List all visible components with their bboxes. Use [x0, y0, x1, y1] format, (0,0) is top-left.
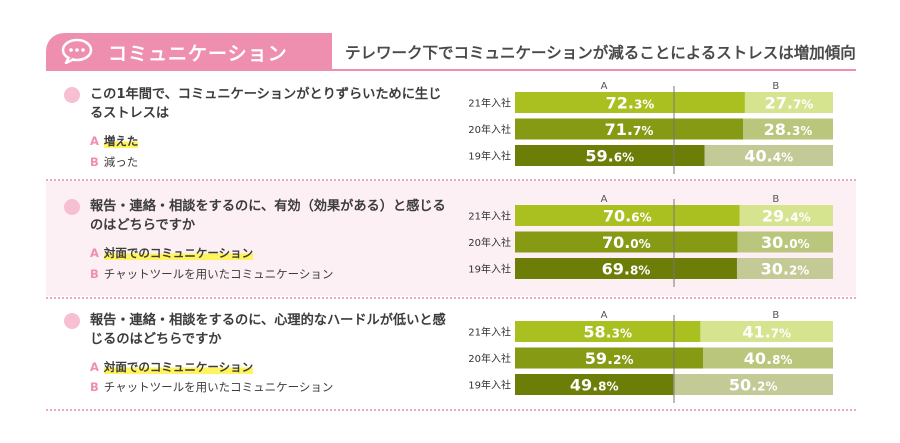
option-letter: B	[90, 155, 99, 169]
data-label-a: 69.8%	[602, 260, 651, 279]
question-bullet-icon	[64, 87, 80, 103]
chat-bubble-icon	[61, 38, 93, 64]
option-letter: A	[90, 134, 99, 148]
option-letter: A	[90, 246, 99, 260]
bar-segment-b	[743, 118, 833, 140]
bar-segment-b	[739, 205, 833, 226]
stacked-bar-chart-svg: A B 21年入社 72.3% 27.7% 20年入社 71.7% 28.3% 19年入社 59.…	[468, 81, 833, 174]
data-label-b: 27.7%	[765, 94, 814, 113]
bar-segment-a	[515, 258, 737, 279]
bar-segment-a	[515, 145, 705, 166]
category-label: 20年入社	[468, 123, 511, 136]
option-b: B 減った	[90, 154, 138, 170]
option-text: チャットツールを用いたコミュニケーション	[103, 267, 334, 281]
category-label: 19年入社	[468, 150, 511, 163]
bar-segment-b	[673, 374, 833, 395]
bar-segment-a	[515, 321, 701, 342]
option-b: B チャットツールを用いたコミュニケーション	[90, 379, 333, 395]
series-label-b: B	[772, 81, 779, 92]
option-letter: B	[90, 267, 99, 281]
section-divider	[46, 409, 856, 411]
chart-3: A B 21年入社 58.3% 41.7% 20年入社 59.2% 40.8% 19年入社 49.…	[440, 307, 840, 407]
data-label-a: 72.3%	[606, 94, 655, 113]
series-label-b: B	[772, 310, 779, 321]
section-divider	[46, 179, 856, 181]
data-label-a: 71.7%	[605, 120, 654, 139]
bar-segment-b	[736, 258, 833, 279]
question-bullet-icon	[64, 199, 80, 215]
data-label-b: 28.3%	[764, 120, 813, 139]
category-label: 19年入社	[468, 263, 511, 276]
option-letter: B	[90, 380, 99, 394]
data-label-a: 70.0%	[602, 233, 651, 252]
data-label-b: 40.8%	[744, 349, 793, 368]
question-text: 報告・連絡・相談をするのに、有効（効果がある）と感じるのはどちらですか	[90, 199, 446, 233]
category-label: 21年入社	[468, 326, 511, 339]
bar-segment-a	[515, 347, 704, 369]
bar-segment-a	[515, 374, 674, 395]
category-label: 20年入社	[468, 236, 511, 249]
option-text: 対面でのコミュニケーション	[103, 360, 254, 374]
option-a: A 対面でのコミュニケーション	[90, 245, 254, 261]
stacked-bar-chart-svg: A B 21年入社 58.3% 41.7% 20年入社 59.2% 40.8% 19年入社 49.…	[468, 310, 833, 403]
chart-2: A B 21年入社 70.6% 29.4% 20年入社 70.0% 30.0% 19年入社 69.…	[440, 191, 840, 291]
question-text: この1年間で、コミュニケーションがとりずらいために生じるストレスは	[90, 87, 442, 121]
question-bullet-icon	[64, 313, 80, 329]
bar-segment-b	[704, 145, 833, 166]
series-label-a: A	[601, 81, 608, 92]
data-label-a: 58.3%	[583, 323, 632, 342]
question-section-1: この1年間で、コミュニケーションがとりずらいために生じるストレスは A 増えた B…	[46, 72, 856, 178]
header-underline	[46, 69, 856, 71]
bar-segment-b	[737, 231, 833, 253]
data-label-b: 50.2%	[729, 376, 778, 395]
option-text: 増えた	[103, 134, 139, 148]
option-letter: A	[90, 360, 99, 374]
option-b: B チャットツールを用いたコミュニケーション	[90, 266, 333, 282]
bar-segment-a	[515, 231, 738, 253]
category-label: 21年入社	[468, 210, 511, 223]
data-label-a: 59.2%	[585, 349, 634, 368]
category-label: 20年入社	[468, 352, 511, 365]
option-text: 減った	[103, 155, 139, 169]
data-label-b: 30.0%	[761, 233, 810, 252]
section-title: コミュニケーション	[108, 43, 288, 65]
question-text: 報告・連絡・相談をするのに、心理的なハードルが低いと感じるのはどちらですか	[90, 313, 446, 347]
bar-segment-b	[703, 347, 833, 369]
section-header-tab: コミュニケーション	[46, 33, 332, 69]
stacked-bar-chart-svg: A B 21年入社 70.6% 29.4% 20年入社 70.0% 30.0% 19年入社 69.…	[468, 194, 833, 287]
data-label-b: 41.7%	[742, 323, 791, 342]
series-label-a: A	[601, 310, 608, 321]
option-a: A 増えた	[90, 133, 139, 149]
category-label: 19年入社	[468, 379, 511, 392]
section-subtitle: テレワーク下でコミュニケーションが減ることによるストレスは増加傾向	[345, 44, 856, 62]
bar-segment-b	[744, 92, 833, 113]
section-divider	[46, 297, 856, 299]
chart-1: A B 21年入社 72.3% 27.7% 20年入社 71.7% 28.3% 19年入社 59.…	[440, 78, 840, 178]
data-label-a: 59.6%	[585, 147, 634, 166]
option-text: 対面でのコミュニケーション	[103, 246, 254, 260]
bar-segment-a	[515, 205, 740, 226]
data-label-b: 29.4%	[762, 207, 811, 226]
bar-segment-a	[515, 118, 744, 140]
option-text: チャットツールを用いたコミュニケーション	[103, 380, 334, 394]
data-label-a: 70.6%	[603, 207, 652, 226]
option-a: A 対面でのコミュニケーション	[90, 359, 254, 375]
data-label-b: 30.2%	[761, 260, 810, 279]
bar-segment-a	[515, 92, 745, 113]
category-label: 21年入社	[468, 97, 511, 110]
bar-segment-b	[700, 321, 833, 342]
data-label-b: 40.4%	[744, 147, 793, 166]
series-label-a: A	[601, 194, 608, 205]
data-label-a: 49.8%	[570, 376, 619, 395]
series-label-b: B	[772, 194, 779, 205]
